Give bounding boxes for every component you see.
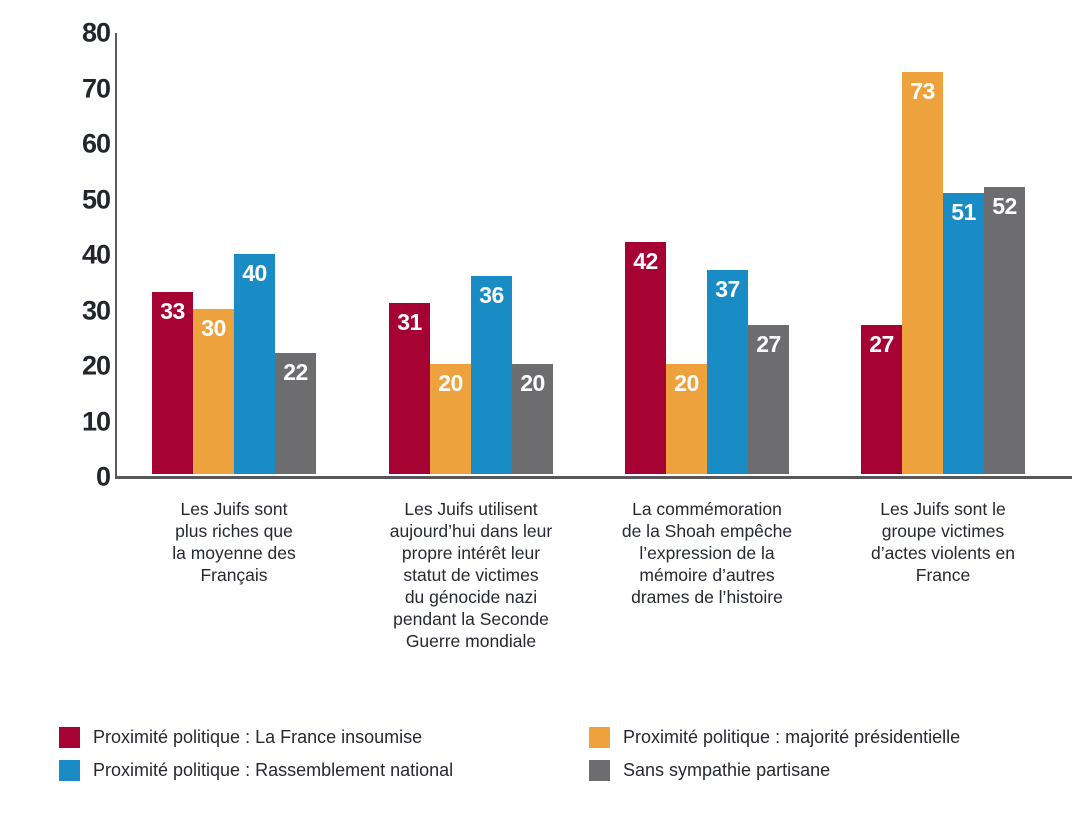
bar-value: 73: [910, 77, 935, 104]
y-tick-70: 70: [81, 73, 111, 103]
bar-lfi-3: 42: [625, 242, 666, 474]
bar-maj-1: 30: [193, 308, 234, 474]
bar-lfi-1: 33: [152, 292, 193, 474]
bar-value: 22: [283, 358, 308, 385]
y-tick-60: 60: [81, 128, 111, 159]
bar-value: 51: [951, 198, 976, 225]
bar-rn-3: 37: [707, 270, 748, 474]
bar-value: 27: [869, 331, 894, 358]
legend-label: Sans sympathie partisane: [623, 760, 831, 780]
bar-sans-1: 22: [275, 352, 316, 474]
legend-label: Proximité politique : majorité président…: [623, 727, 961, 747]
bar-lfi-2: 31: [389, 303, 430, 474]
bar-group-4: 27 73 51 52: [861, 33, 1025, 474]
y-tick-80: 80: [81, 17, 111, 48]
y-tick-20: 20: [81, 350, 111, 381]
y-tick-40: 40: [81, 239, 111, 270]
bar-rn-4: 51: [943, 192, 984, 474]
legend-item-sans-sympathie: Sans sympathie partisane: [589, 760, 830, 781]
y-tick-0: 0: [95, 461, 111, 492]
bar-value: 52: [992, 193, 1017, 220]
category-label-3: La commémoration de la Shoah empêche l’e…: [621, 499, 793, 607]
legend-label: Proximité politique : Rassemblement nati…: [93, 760, 454, 780]
bar-value: 40: [242, 259, 267, 286]
bar-value: 20: [520, 369, 545, 396]
bar-value: 31: [397, 309, 422, 336]
y-axis-line: [115, 33, 117, 479]
plot-area: 80 70 60 50 40 30 20 10 0 33 30 40 22 31…: [82, 19, 1072, 490]
bar-sans-2: 20: [512, 363, 553, 474]
bar-maj-3: 20: [666, 363, 707, 474]
bar-sans-3: 27: [748, 325, 789, 474]
bar-value: 37: [715, 276, 740, 303]
legend-item-majorite: Proximité politique : majorité président…: [589, 727, 960, 748]
bar-group-2: 31 20 36 20: [389, 33, 553, 474]
y-tick-10: 10: [81, 406, 111, 436]
bar-lfi-4: 27: [861, 325, 902, 474]
bar-maj-4: 73: [902, 71, 943, 474]
bar-value: 36: [479, 281, 504, 308]
bar-value: 30: [201, 314, 226, 341]
legend-item-lfi: Proximité politique : La France insoumis…: [59, 727, 422, 748]
legend-swatch-blue: [59, 760, 80, 781]
bar-value: 42: [633, 248, 658, 275]
legend-swatch-red: [59, 727, 80, 748]
legend-swatch-gray: [589, 760, 610, 781]
category-label-2: Les Juifs utilisent aujourd’hui dans leu…: [389, 499, 553, 651]
legend-item-rn: Proximité politique : Rassemblement nati…: [59, 760, 453, 781]
bar-rn-1: 40: [234, 253, 275, 474]
y-tick-50: 50: [81, 184, 111, 214]
bar-maj-2: 20: [430, 363, 471, 474]
category-label-1: Les Juifs sont plus riches que la moyenn…: [172, 499, 296, 585]
x-axis-line: [115, 476, 1072, 479]
bar-rn-2: 36: [471, 275, 512, 474]
category-label-4: Les Juifs sont le groupe victimes d’acte…: [871, 499, 1015, 585]
bar-value: 27: [756, 331, 781, 358]
bar-group-1: 33 30 40 22: [152, 33, 316, 474]
bar-group-3: 42 20 37 27: [625, 33, 789, 474]
y-tick-30: 30: [81, 295, 111, 325]
bar-value: 20: [674, 369, 699, 396]
bar-value: 33: [160, 298, 185, 325]
bar-sans-4: 52: [984, 187, 1025, 474]
legend-swatch-orange: [589, 727, 610, 748]
legend-label: Proximité politique : La France insoumis…: [93, 727, 423, 747]
bar-value: 20: [438, 369, 463, 396]
